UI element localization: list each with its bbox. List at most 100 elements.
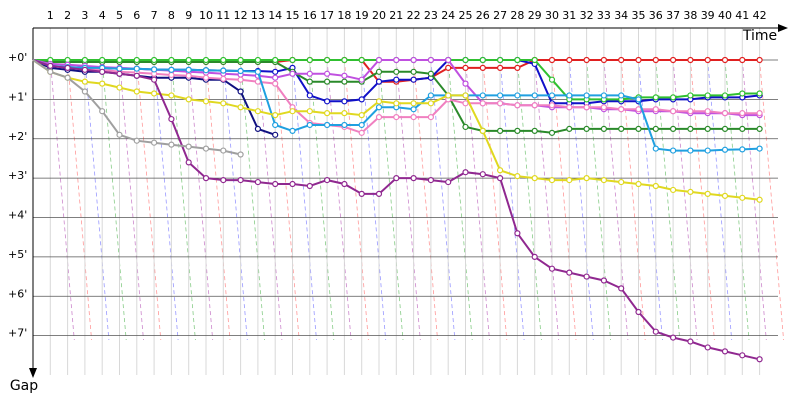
data-point — [202, 145, 210, 152]
data-point — [116, 56, 123, 64]
x-tick-label: 26 — [476, 9, 490, 22]
lap-diagonal — [586, 59, 611, 341]
data-point — [756, 196, 763, 203]
data-point — [739, 56, 746, 64]
data-point — [652, 145, 659, 152]
lap-diagonal — [672, 59, 698, 341]
data-point — [531, 175, 538, 182]
data-point — [687, 147, 694, 154]
data-point — [531, 92, 538, 99]
lap-diagonal — [759, 59, 784, 341]
data-point — [566, 104, 573, 111]
data-point — [393, 56, 400, 64]
lap-diagonal — [499, 59, 525, 341]
data-point — [756, 90, 763, 97]
lap-diagonal — [724, 59, 750, 341]
data-point — [393, 175, 400, 182]
data-point — [687, 92, 694, 99]
data-point — [272, 112, 279, 119]
data-point — [669, 147, 677, 154]
lap-diagonal — [240, 59, 265, 341]
lap-diagonal — [67, 59, 92, 341]
data-point — [306, 108, 313, 115]
plot: 1 2 3 4 5 6 7 8 9 10 11 12 13 14 15 16 17 18 19 20 21 22 23 24 2… — [8, 9, 767, 363]
data-point — [168, 71, 175, 79]
data-point — [220, 56, 227, 64]
data-point — [531, 102, 538, 109]
data-point — [393, 68, 400, 75]
data-point — [272, 56, 279, 64]
data-point — [272, 180, 279, 188]
y-tick-label: +3' — [8, 169, 27, 182]
lap-diagonal — [413, 59, 438, 341]
x-tick-label: 3 — [81, 9, 88, 22]
data-point — [514, 230, 521, 237]
x-tick-label: 17 — [320, 9, 334, 22]
data-point — [427, 70, 434, 77]
data-point — [739, 125, 746, 133]
data-point — [410, 56, 417, 64]
x-tick-label: 29 — [528, 9, 542, 22]
data-point — [445, 178, 452, 186]
data-point — [306, 182, 313, 190]
x-tick-label: 19 — [355, 9, 369, 22]
data-point — [756, 356, 763, 363]
data-point — [185, 72, 192, 79]
data-point — [168, 66, 175, 73]
data-point — [704, 56, 711, 64]
data-point — [514, 92, 521, 99]
lap-diagonal — [378, 59, 404, 341]
data-point — [375, 190, 383, 197]
data-point — [721, 348, 729, 355]
x-tick-label: 9 — [185, 9, 192, 22]
data-point — [618, 56, 625, 64]
data-point — [445, 56, 452, 64]
x-tick-label: 24 — [441, 9, 455, 22]
data-point — [220, 147, 227, 154]
data-point — [514, 56, 521, 64]
data-point — [514, 127, 521, 134]
x-tick-label: 42 — [753, 9, 767, 22]
data-point — [548, 129, 556, 136]
data-point — [548, 56, 556, 64]
lap-diagonal — [188, 59, 214, 341]
lap-diagonal — [551, 59, 577, 341]
lap-diagonal — [171, 59, 196, 341]
data-point — [289, 127, 296, 134]
lap-diagonal — [84, 59, 110, 341]
data-point — [445, 64, 452, 71]
data-point — [739, 194, 746, 201]
data-point — [64, 74, 71, 81]
x-tick-label: 5 — [116, 9, 123, 22]
data-point — [497, 127, 504, 134]
x-tick-label: 16 — [303, 9, 317, 22]
data-point — [393, 100, 400, 107]
data-point — [427, 113, 434, 121]
y-axis-label: Gap — [10, 378, 38, 394]
y-tick-label: +2' — [8, 130, 27, 143]
lap-diagonal — [447, 59, 473, 341]
data-point — [548, 92, 556, 99]
data-point — [358, 96, 365, 103]
x-tick-label: 7 — [151, 9, 158, 22]
data-point — [687, 56, 694, 64]
data-point — [704, 344, 711, 351]
data-point — [427, 92, 434, 99]
data-point — [704, 190, 711, 197]
data-point — [185, 56, 192, 64]
lap-diagonal — [309, 59, 335, 341]
x-tick-label: 8 — [168, 9, 175, 22]
y-tick-label: +0' — [8, 51, 27, 64]
data-point — [410, 113, 417, 121]
data-point — [635, 308, 642, 316]
data-point — [324, 98, 331, 105]
data-point — [81, 66, 89, 73]
data-point — [81, 88, 89, 95]
data-point — [462, 56, 469, 64]
x-tick-label: 15 — [286, 9, 300, 22]
data-point — [600, 277, 608, 284]
data-point — [652, 106, 659, 113]
data-point — [220, 176, 227, 184]
data-point — [583, 92, 590, 99]
data-point — [600, 125, 608, 133]
